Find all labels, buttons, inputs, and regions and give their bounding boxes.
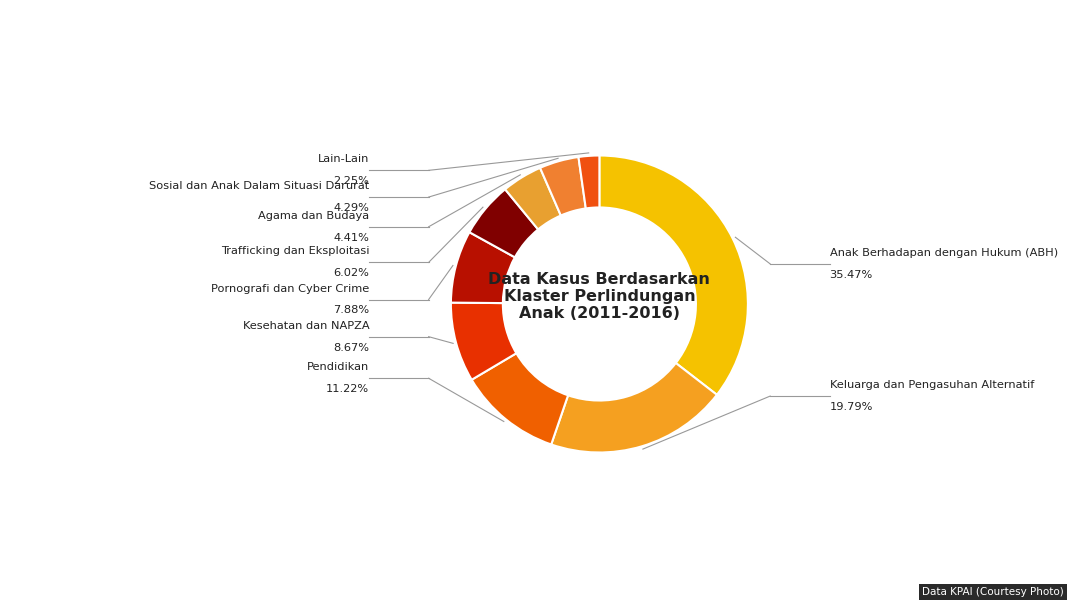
Wedge shape: [599, 156, 747, 395]
Text: 4.41%: 4.41%: [334, 233, 369, 243]
Text: Lain-Lain: Lain-Lain: [318, 154, 369, 164]
Wedge shape: [450, 303, 516, 380]
Text: Pornografi dan Cyber Crime: Pornografi dan Cyber Crime: [211, 283, 369, 294]
Text: Data KPAI (Courtesy Photo): Data KPAI (Courtesy Photo): [922, 587, 1064, 597]
Text: 8.67%: 8.67%: [334, 343, 369, 353]
Text: Agama dan Budaya: Agama dan Budaya: [258, 211, 369, 221]
Wedge shape: [470, 189, 538, 257]
Text: 2.25%: 2.25%: [334, 176, 369, 186]
Text: Trafficking dan Eksploitasi: Trafficking dan Eksploitasi: [220, 246, 369, 257]
Text: Data Kasus Berdasarkan
Klaster Perlindungan
Anak (2011-2016): Data Kasus Berdasarkan Klaster Perlindun…: [488, 272, 711, 322]
Text: 11.22%: 11.22%: [326, 384, 369, 394]
Text: Kesehatan dan NAPZA: Kesehatan dan NAPZA: [243, 321, 369, 331]
Text: Pendidikan: Pendidikan: [307, 362, 369, 372]
Wedge shape: [540, 157, 585, 215]
Text: Keluarga dan Pengasuhan Alternatif: Keluarga dan Pengasuhan Alternatif: [829, 380, 1034, 390]
Wedge shape: [579, 156, 599, 209]
Text: 19.79%: 19.79%: [829, 402, 873, 412]
Wedge shape: [551, 363, 717, 452]
Wedge shape: [505, 168, 561, 229]
Text: 7.88%: 7.88%: [333, 305, 369, 316]
Wedge shape: [451, 232, 515, 303]
Text: Sosial dan Anak Dalam Situasi Darurat: Sosial dan Anak Dalam Situasi Darurat: [149, 181, 369, 191]
Wedge shape: [472, 353, 568, 444]
Text: 4.29%: 4.29%: [334, 203, 369, 213]
Text: 35.47%: 35.47%: [829, 270, 873, 280]
Text: 6.02%: 6.02%: [334, 268, 369, 278]
Text: Anak Berhadapan dengan Hukum (ABH): Anak Berhadapan dengan Hukum (ABH): [829, 248, 1057, 258]
